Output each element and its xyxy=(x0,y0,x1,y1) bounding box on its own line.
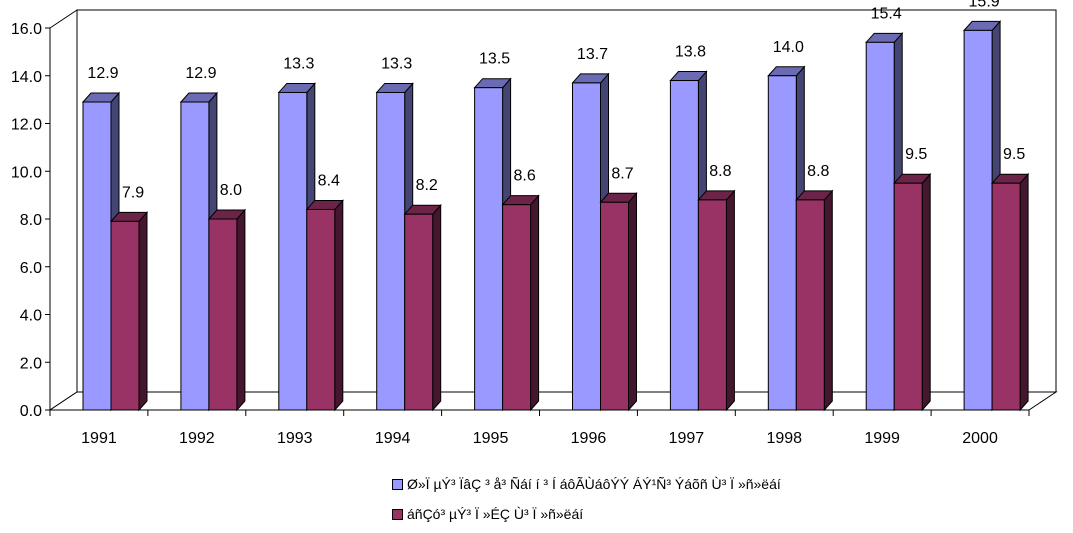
bar-series-1 xyxy=(82,101,112,411)
bar-series-2-side xyxy=(236,208,246,412)
bar-series-2-side xyxy=(921,172,931,412)
bar-series-1 xyxy=(180,101,210,411)
legend: Ø»Ï µÝ³ ÏâÇ ³ å³ Ñáí í ³ Í áôÃÙáôÝÝ ÁÝ¹Ñ… xyxy=(392,473,781,533)
y-tick-label: 6.0 xyxy=(20,260,42,277)
bar-series-2 xyxy=(991,182,1021,411)
side-wall xyxy=(49,9,78,411)
bar-series-1 xyxy=(278,91,308,411)
data-label-series-2: 9.5 xyxy=(1003,146,1025,163)
x-tick-label: 1996 xyxy=(571,430,607,447)
y-tick-label: 12.0 xyxy=(11,117,42,134)
legend-swatch-series-2 xyxy=(392,508,403,520)
bar-chart: 0.0 2.0 4.0 6.0 8.0 10.0 12.0 14.0 16.0 1991 1992 1… xyxy=(11,0,1058,447)
bar-series-2-side xyxy=(138,211,148,412)
bar-series-2 xyxy=(697,199,727,411)
data-label-series-2: 8.4 xyxy=(318,172,340,189)
data-label-series-1: 14.0 xyxy=(773,39,804,56)
data-label-series-1: 13.7 xyxy=(577,46,608,63)
bar-series-2-side xyxy=(334,199,344,412)
data-label-series-2: 8.6 xyxy=(513,168,535,185)
bar-series-1 xyxy=(865,41,895,411)
data-label-series-2: 8.0 xyxy=(220,182,242,199)
x-tick-label: 1998 xyxy=(766,430,802,447)
bar-series-1 xyxy=(474,87,504,411)
bar-series-2 xyxy=(404,213,434,411)
bar-series-2 xyxy=(795,199,825,411)
bar-series-2 xyxy=(110,220,140,411)
data-label-series-2: 8.7 xyxy=(611,165,633,182)
y-tick-label: 8.0 xyxy=(20,212,42,229)
x-tick-label: 1994 xyxy=(375,430,411,447)
legend-item-series-2: áñÇó³ µÝ³ Ï »ÉÇ Ù³ Ï »ñ»ëáí xyxy=(392,503,781,525)
bar-series-2-side xyxy=(725,189,735,412)
bar-series-1 xyxy=(767,75,797,411)
data-label-series-1: 12.9 xyxy=(185,65,216,82)
y-tick-label: 4.0 xyxy=(20,308,42,325)
x-tick-label: 1993 xyxy=(277,430,313,447)
bar-series-2-side xyxy=(1019,172,1029,412)
bar-series-2 xyxy=(502,204,532,411)
bar-series-1 xyxy=(572,82,601,411)
bar-series-2 xyxy=(306,208,336,411)
legend-swatch-series-1 xyxy=(392,478,403,490)
data-label-series-2: 8.2 xyxy=(416,177,438,194)
x-tick-label: 1991 xyxy=(81,430,117,447)
data-label-series-1: 15.4 xyxy=(871,5,902,22)
data-label-series-2: 8.8 xyxy=(709,163,731,180)
bar-series-1 xyxy=(376,91,406,411)
bar-series-2 xyxy=(893,182,923,411)
data-label-series-1: 13.3 xyxy=(381,55,412,72)
x-tick-label: 1992 xyxy=(179,430,215,447)
y-tick-label: 14.0 xyxy=(11,69,42,86)
data-label-series-2: 9.5 xyxy=(905,146,927,163)
legend-label-series-1: Ø»Ï µÝ³ ÏâÇ ³ å³ Ñáí í ³ Í áôÃÙáôÝÝ ÁÝ¹Ñ… xyxy=(407,476,781,492)
bar-series-1 xyxy=(669,80,699,411)
bar-series-2 xyxy=(600,201,629,411)
legend-label-series-2: áñÇó³ µÝ³ Ï »ÉÇ Ù³ Ï »ñ»ëáí xyxy=(407,506,584,522)
data-label-series-1: 13.8 xyxy=(675,44,706,61)
data-label-series-1: 12.9 xyxy=(87,65,118,82)
y-tick-label: 0.0 xyxy=(20,403,42,420)
legend-item-series-1: Ø»Ï µÝ³ ÏâÇ ³ å³ Ñáí í ³ Í áôÃÙáôÝÝ ÁÝ¹Ñ… xyxy=(392,473,781,495)
x-tick-label: 2000 xyxy=(962,430,998,447)
x-tick-label: 1999 xyxy=(864,430,900,447)
y-tick-label: 16.0 xyxy=(11,21,42,38)
data-label-series-1: 13.5 xyxy=(479,51,510,68)
data-label-series-2: 7.9 xyxy=(122,184,144,201)
data-label-series-2: 8.8 xyxy=(807,163,829,180)
data-label-series-1: 13.3 xyxy=(283,55,314,72)
bar-series-2-side xyxy=(823,189,833,412)
bar-series-2-side xyxy=(628,191,637,412)
bar-series-2-side xyxy=(530,194,540,412)
x-tick-label: 1997 xyxy=(669,430,705,447)
x-tick-label: 1995 xyxy=(473,430,509,447)
bar-series-1 xyxy=(963,29,993,411)
bar-series-2-side xyxy=(432,203,442,412)
data-label-series-1: 15.9 xyxy=(969,0,1000,10)
y-tick-label: 2.0 xyxy=(20,355,42,372)
y-tick-label: 10.0 xyxy=(11,164,42,181)
bar-series-2 xyxy=(208,218,238,411)
